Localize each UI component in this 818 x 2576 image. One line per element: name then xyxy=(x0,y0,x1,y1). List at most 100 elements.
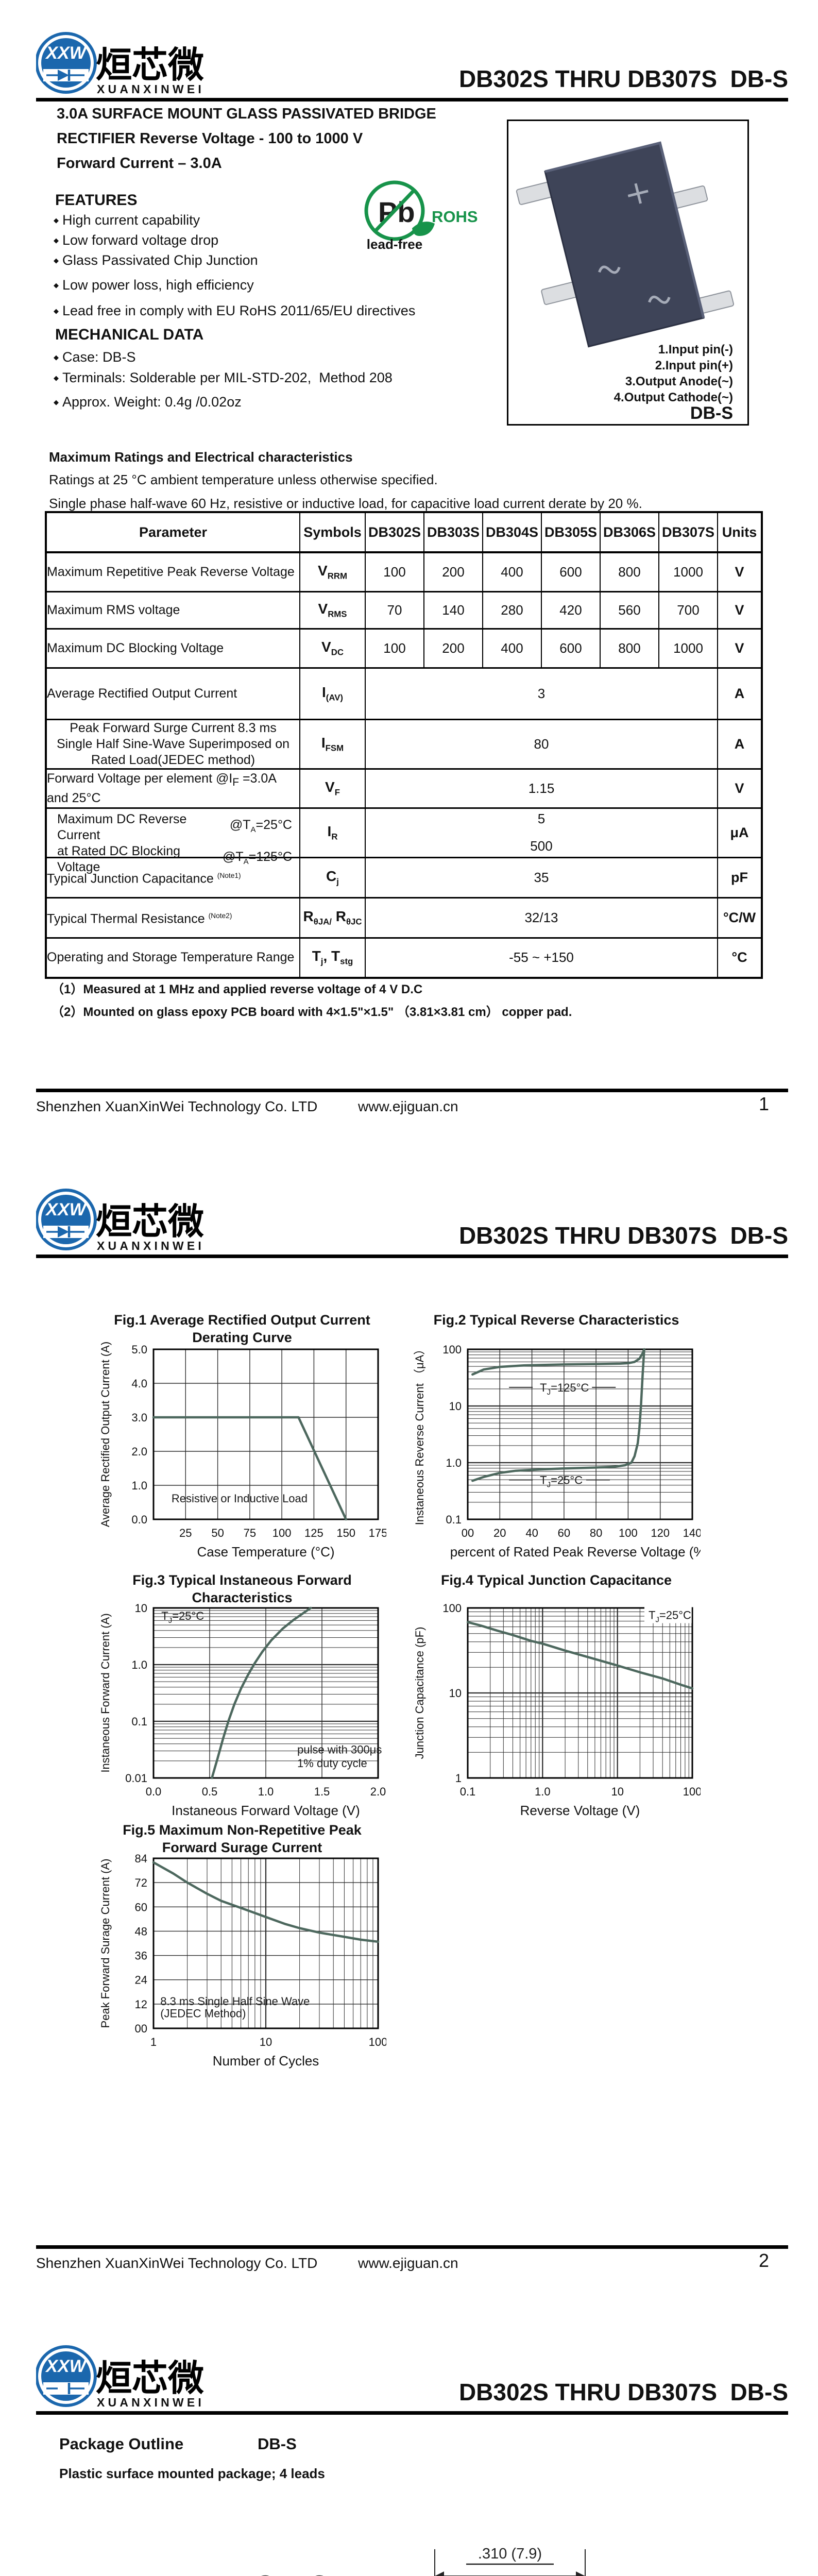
footer-website[interactable]: www.ejiguan.cn xyxy=(358,1098,458,1114)
y-tick-label: 1.0 xyxy=(131,1658,147,1671)
x-tick-label: 100 xyxy=(272,1527,292,1539)
mechanical-heading: MECHANICAL DATA xyxy=(55,326,204,343)
table-cell: 35 xyxy=(365,856,718,899)
x-tick-label: 10 xyxy=(611,1785,623,1798)
lead-icon xyxy=(516,181,553,205)
table-cell: Typical Thermal Resistance (Note2) xyxy=(45,896,300,939)
package-outline-case: DB-S xyxy=(258,2435,297,2453)
side-view xyxy=(434,2549,586,2576)
mech-item: Terminals: Solderable per MIL-STD-202, M… xyxy=(54,370,393,386)
leaf-icon xyxy=(412,222,435,236)
logo-xxw-text: XXW xyxy=(45,1200,87,1219)
column-header: DB304S xyxy=(482,511,542,553)
ratings-table-header-row: Parameter Symbols DB302S DB303S DB304S DB305S… xyxy=(45,511,762,553)
table-row: Maximum DC Blocking Voltage VDC 100 200 400 6… xyxy=(45,628,762,669)
x-tick-label: 1 xyxy=(150,2036,157,2048)
table-cell: -55 ~ +150 xyxy=(365,937,718,979)
table-cell: RθJA/ RθJC xyxy=(299,896,366,939)
y-tick-label: 48 xyxy=(135,1925,147,1938)
column-header: DB305S xyxy=(541,511,601,553)
fig1-series-derating-curve xyxy=(152,1416,347,1521)
fig5-title: Fig.5 Maximum Non-Repetitive Peak Forward… xyxy=(98,1821,386,1856)
case-label: DB-S xyxy=(690,403,733,423)
table-cell: 400 xyxy=(482,628,542,669)
x-axis-label: percent of Rated Peak Reverse Voltage (%… xyxy=(450,1544,701,1560)
y-tick-label: 2.0 xyxy=(131,1445,147,1458)
footer-rule xyxy=(36,1089,788,1092)
table-cell: A xyxy=(717,718,762,770)
x-tick-label: 1.0 xyxy=(535,1785,551,1798)
table-row: Maximum Repetitive Peak Reverse Voltage V… xyxy=(45,551,762,592)
y-tick-label: 10 xyxy=(449,1687,462,1700)
feature-item: Low forward voltage drop xyxy=(54,232,218,248)
table-cell: V xyxy=(717,628,762,669)
table-cell: V xyxy=(717,590,762,630)
x-tick-label: 25 xyxy=(179,1527,192,1539)
table-cell: 1000 xyxy=(658,628,718,669)
table-cell: Maximum Repetitive Peak Reverse Voltage xyxy=(45,551,300,592)
table-cell: Maximum DC Reverse Current @TA=25°C at Rat… xyxy=(45,807,300,874)
fig4-title-line: Fig.4 Typical Junction Capacitance xyxy=(440,1572,672,1588)
mech-item: Approx. Weight: 0.4g /0.02oz xyxy=(54,394,242,410)
table-cell: 100 xyxy=(365,628,424,669)
fig4-title: Fig.4 Typical Junction Capacitance xyxy=(412,1571,701,1589)
table-cell: 280 xyxy=(482,590,542,630)
table-row: Typical Thermal Resistance (Note2) RθJA/ … xyxy=(45,896,762,939)
product-title-2: RECTIFIER Reverse Voltage - 100 to 1000 … xyxy=(57,130,363,147)
table-cell: °C xyxy=(717,937,762,979)
y-axis-label: Instaneous Forward Current (A) xyxy=(99,1613,112,1772)
x-tick-label: 2.0 xyxy=(370,1785,386,1798)
fig5-title-line: Forward Surage Current xyxy=(162,1840,322,1855)
table-cell: I(AV) xyxy=(299,667,366,720)
y-tick-label: 1.0 xyxy=(446,1456,462,1469)
table-cell: Peak Forward Surge Current 8.3 ms Single… xyxy=(45,718,300,770)
fig2-series-tj-125 xyxy=(471,1348,645,1376)
chart-annotation: 8.3 ms Single Half Sine Wave xyxy=(160,1995,310,2008)
footer-rule xyxy=(36,2245,788,2249)
product-title-1: 3.0A SURFACE MOUNT GLASS PASSIVATED BRID… xyxy=(57,106,436,122)
fig5-series-surge-curve xyxy=(152,1861,380,1943)
table-cell: Tj, Tstg xyxy=(299,937,366,979)
chart-annotation: 1% duty cycle xyxy=(297,1757,367,1770)
logo-romanized: XUANXINWEI xyxy=(97,2396,204,2409)
feature-item: Glass Passivated Chip Junction xyxy=(54,252,258,268)
table-row: Average Rectified Output Current I(AV) 3 A xyxy=(45,667,762,720)
y-tick-label: 100 xyxy=(442,1602,462,1615)
fig2-title: Fig.2 Typical Reverse Characteristics xyxy=(412,1311,701,1329)
x-tick-label: 120 xyxy=(651,1527,670,1539)
table-cell: Cj xyxy=(299,856,366,899)
chart-annotation: TJ=25°C xyxy=(649,1609,691,1624)
table-cell: 560 xyxy=(600,590,659,630)
footer-website[interactable]: www.ejiguan.cn xyxy=(358,2255,458,2271)
fig3-series-vf-curve xyxy=(211,1606,312,1780)
table-row: Peak Forward Surge Current 8.3 ms Single… xyxy=(45,718,762,770)
y-tick-label: 0.1 xyxy=(446,1513,462,1526)
footer-company: Shenzhen XuanXinWei Technology Co. LTD xyxy=(36,2255,318,2271)
pin-label: 4.Output Cathode(~) xyxy=(614,391,733,404)
pin-label: 2.Input pin(+) xyxy=(655,359,733,372)
package-outline-heading: Package Outline xyxy=(59,2435,184,2453)
fig1-chart: Resistive or Inductive Load 25 50 75 100 125 1… xyxy=(98,1342,387,1564)
table-cell: 200 xyxy=(423,628,483,669)
table-cell: 100 xyxy=(365,551,424,592)
x-tick-label: 80 xyxy=(590,1527,602,1539)
table-cell: 600 xyxy=(541,628,601,669)
y-tick-label: 1 xyxy=(455,1772,462,1785)
y-tick-label: 3.0 xyxy=(131,1411,147,1424)
features-heading: FEATURES xyxy=(55,192,138,209)
logo-chinese: 烜芯微 xyxy=(96,45,204,85)
chip-body xyxy=(544,142,705,348)
chart-annotation: (JEDEC Method) xyxy=(160,2007,246,2020)
mech-item: Case: DB-S xyxy=(54,349,136,365)
y-tick-label: 72 xyxy=(135,1876,147,1889)
product-title-3: Forward Current – 3.0A xyxy=(57,155,222,172)
table-cell: 400 xyxy=(482,551,542,592)
table-cell: pF xyxy=(717,856,762,899)
x-tick-label: 10 xyxy=(260,2036,272,2048)
lead-icon xyxy=(541,281,578,305)
x-tick-label: 0.0 xyxy=(146,1785,162,1798)
x-tick-label: 100 xyxy=(619,1527,638,1539)
table-cell: Forward Voltage per element @IF =3.0A an… xyxy=(45,768,300,809)
doc-title: DB302S THRU DB307S DB-S xyxy=(458,1222,788,1249)
